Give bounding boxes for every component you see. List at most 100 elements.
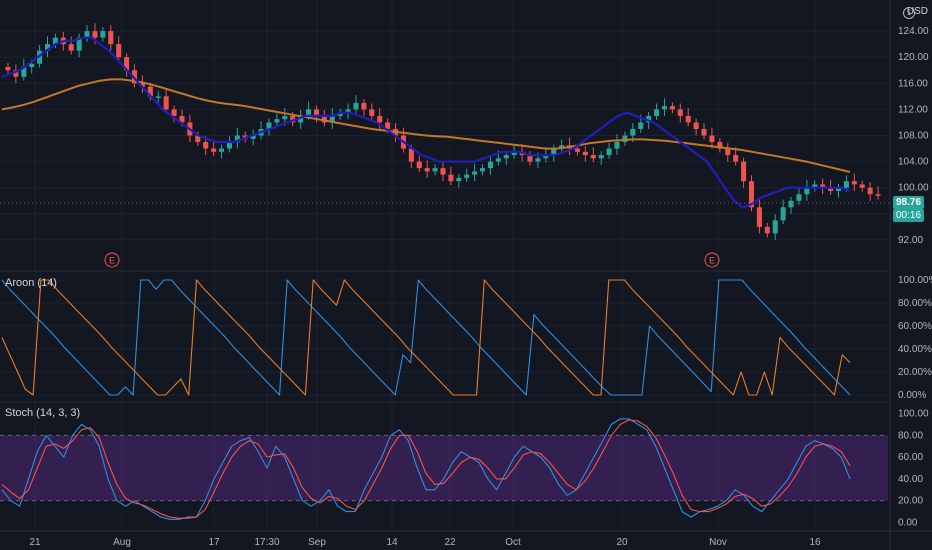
candle-body	[654, 109, 660, 116]
candle-body	[859, 184, 865, 188]
info-icon[interactable]: 1	[903, 7, 915, 19]
candle-body	[717, 142, 723, 149]
price-axis-tick: 92.00	[898, 235, 923, 246]
candle-body	[266, 122, 272, 129]
x-axis-tick: Oct	[505, 537, 521, 548]
stoch-axis-tick: 0.00	[898, 518, 918, 529]
candle-body	[195, 135, 201, 143]
candle-body	[701, 128, 707, 136]
candle-body	[875, 194, 881, 196]
candle-body	[321, 115, 327, 123]
price-badge: 98.76	[893, 196, 925, 209]
candle-body	[424, 168, 430, 172]
countdown-badge: 00:16	[893, 209, 925, 222]
stoch-axis-tick: 40.00	[898, 474, 923, 485]
candle-body	[211, 148, 217, 152]
candle-body	[543, 155, 549, 159]
candle-body	[487, 161, 493, 169]
aroon-axis-tick: 100.00%	[898, 275, 932, 286]
candle-body	[472, 171, 478, 175]
candle-body	[582, 151, 588, 156]
candle-body	[171, 109, 177, 116]
currency-label[interactable]: USD	[906, 6, 928, 17]
aroon-axis-tick: 40.00%	[898, 344, 932, 355]
candle-body	[630, 128, 636, 136]
candle-body	[503, 155, 509, 159]
candle-body	[218, 148, 225, 152]
stoch-pane-label[interactable]: Stoch (14, 3, 3)	[5, 407, 81, 419]
candle-body	[345, 109, 351, 113]
x-axis-tick: 17	[208, 537, 220, 548]
moving-average-lines	[1, 36, 851, 209]
candle-body	[480, 168, 486, 172]
price-axis-tick: 108.00	[898, 131, 929, 142]
aroon-axis-tick: 0.00%	[898, 390, 926, 401]
candle-body	[677, 109, 683, 116]
ma-slow-line	[1, 78, 851, 173]
candle-body	[131, 70, 138, 84]
candle-body	[764, 226, 770, 234]
candle-body	[551, 148, 557, 156]
candle-body	[733, 155, 739, 162]
candle-body	[614, 142, 620, 149]
candle-body	[574, 148, 580, 152]
candle-body	[440, 168, 446, 175]
candle-body	[495, 158, 501, 162]
aroon-lines	[1, 279, 851, 396]
aroon-down-line	[1, 279, 851, 396]
candle-body	[163, 96, 169, 110]
candle-body	[385, 122, 391, 129]
candle-body	[709, 135, 715, 143]
price-axis-tick: 100.00	[898, 183, 929, 194]
candle-body	[92, 31, 98, 38]
price-axis-tick: 116.00	[898, 78, 928, 89]
x-axis-tick: 17:30	[254, 537, 279, 548]
candle-body	[638, 122, 644, 129]
earnings-marker-label: E	[709, 256, 715, 266]
x-axis-tick: Nov	[709, 537, 727, 548]
candle-body	[559, 145, 565, 149]
candle-body	[622, 135, 628, 143]
candle-body	[527, 155, 533, 162]
candle-body	[828, 187, 834, 191]
candle-body	[772, 220, 778, 234]
aroon-up-line	[1, 279, 851, 396]
stoch-axis-tick: 80.00	[898, 430, 923, 441]
candle-body	[661, 106, 668, 110]
candle-body	[598, 155, 604, 159]
x-axis-tick: 21	[29, 537, 41, 548]
x-axis-tick: 22	[444, 537, 456, 548]
candle-body	[353, 102, 359, 110]
x-axis-tick: 16	[809, 537, 821, 548]
stoch-k-line	[1, 418, 851, 520]
candle-body	[416, 161, 422, 169]
stoch-axis-tick: 20.00	[898, 496, 923, 507]
candle-body	[432, 168, 438, 172]
candle-body	[13, 70, 19, 77]
candle-body	[298, 115, 304, 123]
stoch-band-fill	[0, 435, 888, 501]
aroon-pane-label[interactable]: Aroon (14)	[5, 277, 57, 289]
candle-body	[226, 142, 232, 149]
candle-body	[820, 184, 826, 188]
candle-body	[646, 115, 652, 123]
candle-body	[788, 200, 794, 208]
candle-body	[250, 135, 256, 139]
earnings-marker	[704, 252, 720, 268]
x-axis-tick: Sep	[308, 537, 326, 548]
candle-body	[448, 174, 454, 182]
candle-body	[756, 207, 762, 227]
price-axis-tick: 124.00	[898, 26, 929, 37]
candle-body	[282, 115, 288, 120]
candle-body	[337, 112, 343, 116]
candle-body	[116, 44, 122, 58]
candle-body	[867, 187, 873, 195]
candle-body	[124, 57, 130, 71]
candle-body	[693, 122, 699, 129]
candle-body	[590, 155, 596, 159]
stoch-lines	[1, 418, 851, 520]
candle-body	[535, 158, 541, 162]
